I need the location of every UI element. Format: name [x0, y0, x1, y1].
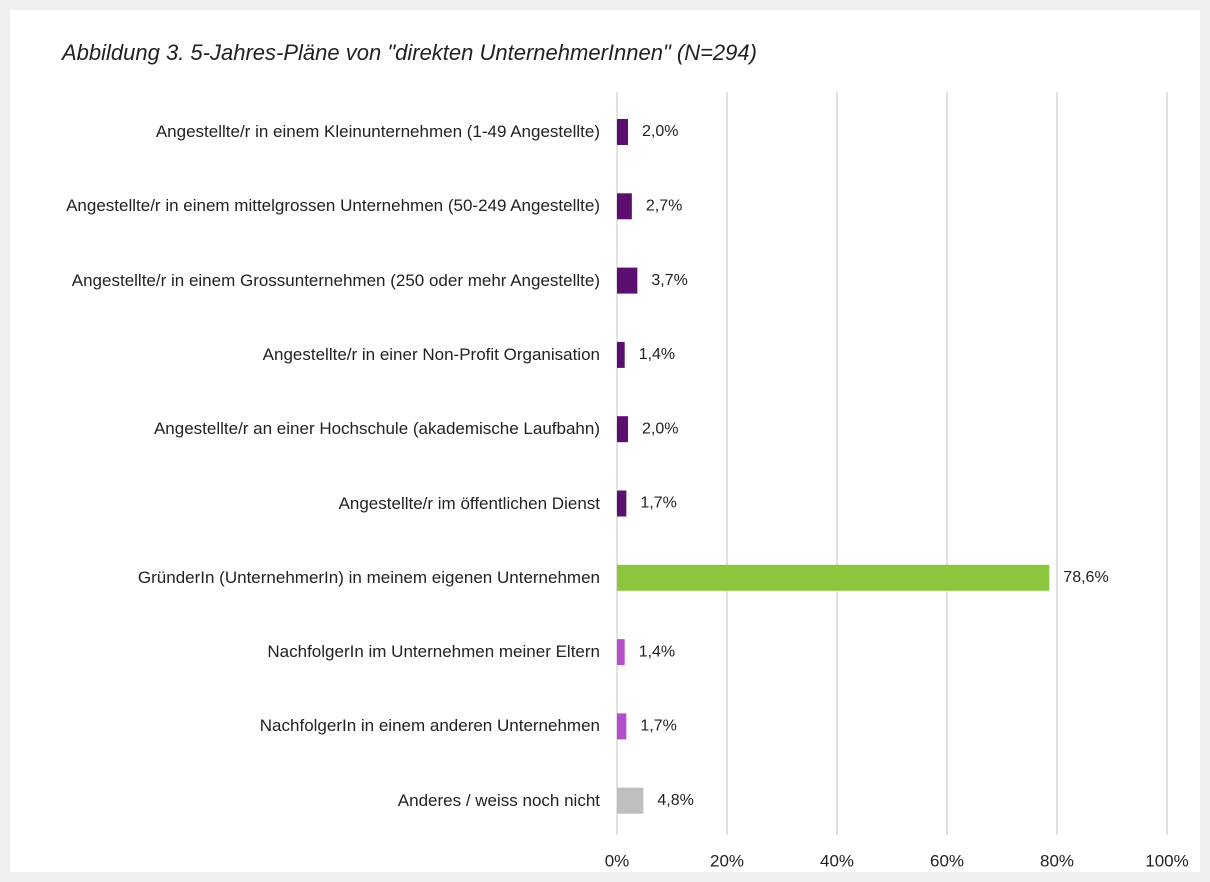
- x-tick-label: 60%: [930, 851, 964, 870]
- x-tick-label: 100%: [1145, 851, 1188, 870]
- category-label: NachfolgerIn im Unternehmen meiner Elter…: [267, 641, 600, 663]
- value-label: 2,0%: [642, 123, 678, 140]
- category-label: Angestellte/r in einem mittelgrossen Unt…: [66, 195, 600, 217]
- bar: [617, 416, 628, 443]
- x-tick-label: 40%: [820, 851, 854, 870]
- category-text: Angestellte/r in einer Non-Profit Organi…: [262, 344, 600, 364]
- category-text: Angestellte/r in einem Kleinunternehmen …: [155, 122, 600, 141]
- bar: [617, 267, 638, 294]
- category-label: GründerIn (UnternehmerIn) in meinem eige…: [138, 567, 600, 589]
- category-label: Anderes / weiss noch nicht: [398, 790, 600, 812]
- value-label: 1,4%: [639, 346, 675, 363]
- category-text: Angestellte/r an einer Hochschule (akade…: [153, 419, 600, 439]
- value-label: 4,8%: [657, 792, 693, 809]
- bar: [617, 490, 627, 517]
- bar: [617, 119, 628, 145]
- category-text: NachfolgerIn in einem anderen Unternehme…: [259, 716, 600, 736]
- chart: Abbildung 3. 5-Jahres-Pläne von "direkte…: [10, 10, 1200, 872]
- value-label: 2,7%: [646, 198, 682, 215]
- category-label: Angestellte/r in einer Non-Profit Organi…: [263, 344, 600, 366]
- category-text: Angestellte/r in einem Grossunternehmen …: [71, 270, 600, 290]
- x-tick-label: 0%: [605, 851, 630, 870]
- plot: 0% 20% 40% 60% 80% 100% 2,0% 2,7% 3,7% 1,4% 2,0% 1,…: [605, 92, 1189, 870]
- value-label: 3,7%: [651, 272, 687, 289]
- value-label: 1,4%: [639, 643, 675, 660]
- category-text: GründerIn (UnternehmerIn) in meinem eige…: [137, 567, 600, 587]
- category-label: Angestellte/r in einem Grossunternehmen …: [72, 270, 600, 292]
- value-label: 78,6%: [1063, 569, 1108, 586]
- category-text: Anderes / weiss noch nicht: [397, 790, 600, 810]
- category-label: Angestellte/r im öffentlichen Dienst: [339, 493, 600, 515]
- bar: [617, 713, 627, 740]
- category-label: Angestellte/r an einer Hochschule (akade…: [154, 418, 600, 440]
- bar: [617, 193, 632, 220]
- bar: [617, 341, 625, 368]
- bar: [617, 639, 625, 666]
- category-text: Angestellte/r im öffentlichen Dienst: [338, 493, 600, 513]
- category-text: Angestellte/r in einem mittelgrossen Unt…: [66, 196, 600, 216]
- bar: [617, 787, 644, 814]
- x-tick-label: 20%: [710, 851, 744, 870]
- category-text: NachfolgerIn im Unternehmen meiner Elter…: [267, 642, 600, 662]
- category-label: Angestellte/r in einem Kleinunternehmen …: [156, 121, 600, 143]
- category-label: NachfolgerIn in einem anderen Unternehme…: [260, 715, 600, 737]
- value-label: 1,7%: [640, 495, 676, 512]
- x-tick-label: 80%: [1040, 851, 1074, 870]
- value-label: 1,7%: [640, 718, 676, 735]
- bar: [617, 564, 1050, 591]
- chart-title: Abbildung 3. 5-Jahres-Pläne von "direkte…: [62, 40, 757, 65]
- value-label: 2,0%: [642, 420, 678, 437]
